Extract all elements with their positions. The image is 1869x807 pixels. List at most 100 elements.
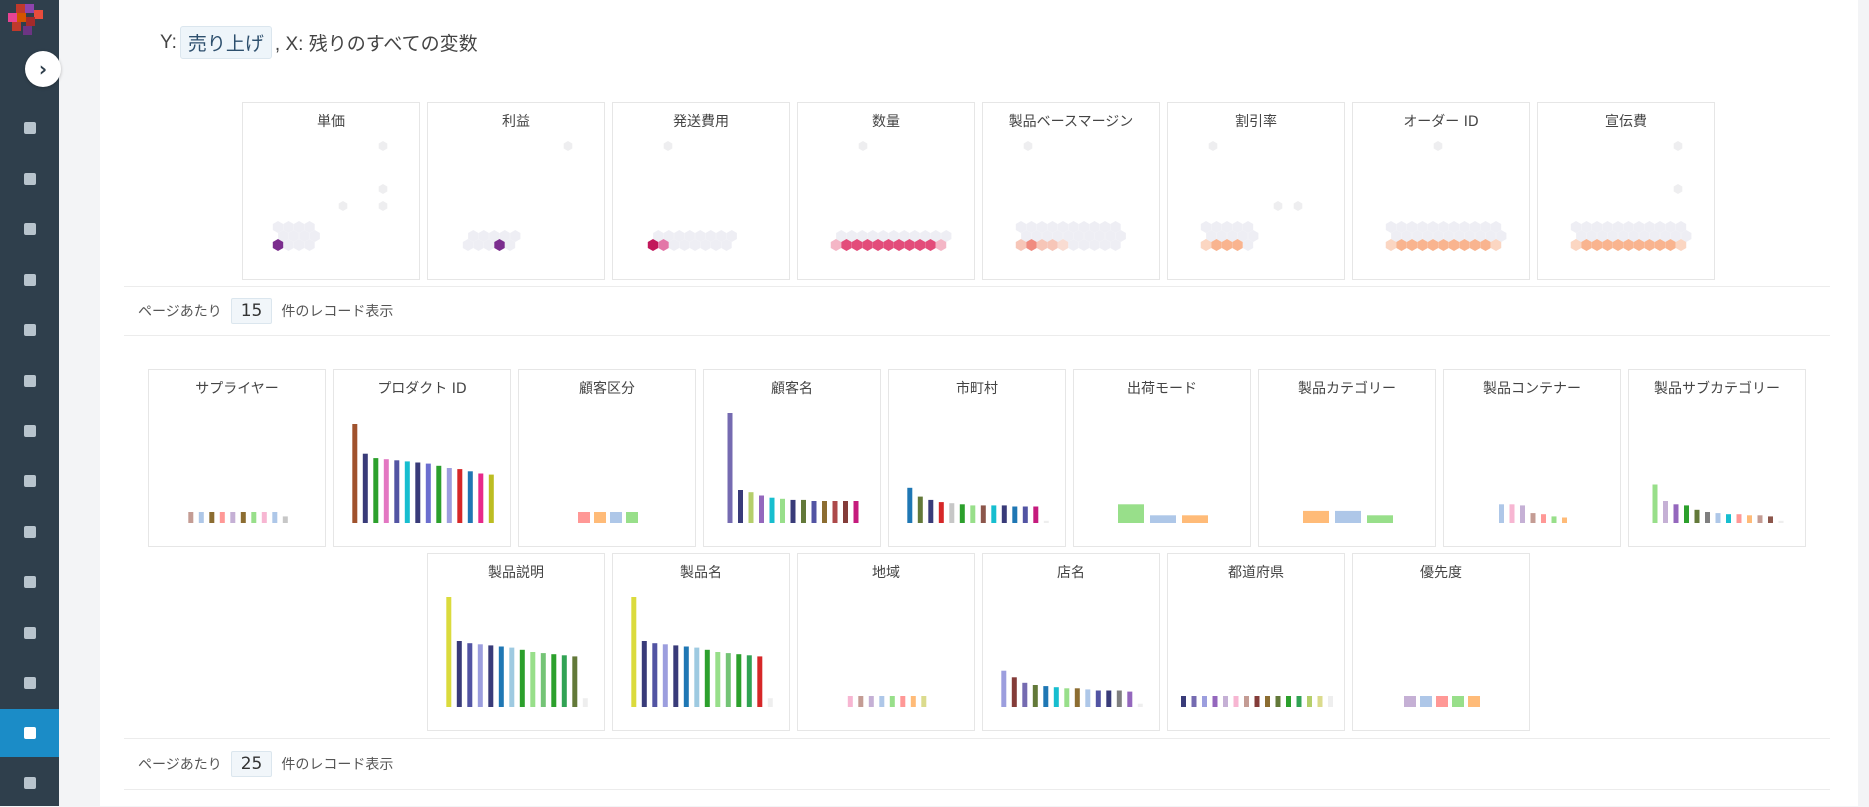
hex-bin bbox=[1665, 239, 1676, 251]
sidebar-item-folder[interactable] bbox=[0, 155, 59, 203]
bar bbox=[1335, 510, 1361, 523]
bar bbox=[1001, 670, 1007, 707]
bar bbox=[662, 644, 668, 707]
hex-bin bbox=[1644, 221, 1655, 233]
bar-chart-card[interactable]: 製品カテゴリー bbox=[1258, 369, 1436, 547]
bar bbox=[917, 496, 923, 523]
sidebar-item-bar-chart[interactable] bbox=[0, 558, 59, 606]
hex-bin bbox=[1570, 239, 1582, 251]
bar bbox=[970, 505, 976, 523]
bar bbox=[582, 698, 588, 707]
hex-bin bbox=[1078, 221, 1090, 233]
bar-chart-card[interactable]: 顧客名 bbox=[703, 369, 881, 547]
hex-bin bbox=[494, 239, 505, 251]
bar-chart-card[interactable]: 顧客区分 bbox=[518, 369, 696, 547]
hex-bin bbox=[846, 230, 857, 242]
hex-bin bbox=[1612, 239, 1624, 251]
bar bbox=[1022, 506, 1028, 523]
bar bbox=[1223, 696, 1228, 707]
bar bbox=[240, 512, 246, 523]
bar bbox=[889, 696, 895, 707]
chart-title: 出荷モード bbox=[1127, 381, 1197, 397]
bar bbox=[980, 505, 986, 523]
hex-bin bbox=[1673, 141, 1683, 151]
hexbin-card[interactable]: 製品ベースマージン bbox=[982, 102, 1160, 280]
hexbin-card[interactable]: 発送費用 bbox=[612, 102, 790, 280]
bar bbox=[1673, 504, 1679, 523]
sidebar-item-gauge[interactable] bbox=[0, 256, 59, 304]
bar bbox=[1705, 512, 1710, 523]
bar-chart-card[interactable]: 製品名 bbox=[612, 553, 790, 731]
y-variable-chip[interactable]: 売り上げ bbox=[179, 26, 272, 59]
bar bbox=[694, 647, 700, 707]
bar bbox=[858, 696, 864, 707]
hex-bin bbox=[1660, 230, 1671, 242]
hexbin-card[interactable]: 宣伝費 bbox=[1537, 102, 1715, 280]
sidebar-toggle-button[interactable]: › bbox=[25, 51, 61, 87]
hex-bin bbox=[830, 239, 842, 251]
bar bbox=[209, 512, 215, 523]
sidebar-item-model[interactable] bbox=[0, 709, 59, 757]
hex-bin bbox=[1089, 239, 1100, 251]
bar-chart-card[interactable]: 優先度 bbox=[1352, 553, 1530, 731]
hex-bin bbox=[1433, 141, 1443, 151]
chart-plot bbox=[272, 141, 388, 251]
bar bbox=[910, 696, 916, 707]
bar bbox=[1520, 505, 1525, 523]
bar bbox=[1468, 696, 1480, 707]
bar bbox=[1747, 515, 1752, 523]
chart-plot bbox=[1303, 510, 1393, 523]
hex-bin bbox=[1628, 230, 1639, 242]
bar bbox=[404, 461, 410, 523]
records-per-page-input[interactable]: 25 bbox=[230, 751, 273, 777]
sidebar-item-camera-folder[interactable] bbox=[0, 205, 59, 253]
hex-bin bbox=[1633, 239, 1645, 251]
hex-bin bbox=[1073, 230, 1084, 242]
hex-bin bbox=[1673, 184, 1683, 194]
hexbin-card[interactable]: 単価 bbox=[242, 102, 420, 280]
chart-title: 製品名 bbox=[680, 565, 722, 581]
bar bbox=[1202, 696, 1207, 707]
sidebar-item-transform[interactable] bbox=[0, 457, 59, 505]
chart-plot bbox=[1499, 504, 1567, 523]
bar-chart-card[interactable]: 市町村 bbox=[888, 369, 1066, 547]
bar bbox=[1530, 513, 1536, 523]
hexbin-card[interactable]: 割引率 bbox=[1167, 102, 1345, 280]
sidebar-item-grid[interactable] bbox=[0, 508, 59, 556]
chart-title: 優先度 bbox=[1420, 565, 1462, 581]
bar bbox=[801, 499, 806, 523]
sidebar-item-scatter[interactable] bbox=[0, 609, 59, 657]
bar-chart-card[interactable]: 出荷モード bbox=[1073, 369, 1251, 547]
hex-bin bbox=[1459, 239, 1470, 251]
bar bbox=[1265, 696, 1270, 707]
bar-chart-card[interactable]: 地域 bbox=[797, 553, 975, 731]
hex-bin bbox=[1406, 221, 1418, 233]
sidebar-item-book[interactable] bbox=[0, 104, 59, 152]
chart-plot bbox=[1118, 504, 1208, 523]
hexbin-card[interactable]: オーダー ID bbox=[1352, 102, 1530, 280]
hex-bin bbox=[1211, 221, 1222, 233]
hex-bin bbox=[304, 221, 315, 233]
hexbin-card[interactable]: 利益 bbox=[427, 102, 605, 280]
hex-bin bbox=[689, 239, 701, 251]
bar-chart-card[interactable]: 店名 bbox=[982, 553, 1160, 731]
bar-chart-card[interactable]: 製品説明 bbox=[427, 553, 605, 731]
hexbin-card[interactable]: 数量 bbox=[797, 102, 975, 280]
sidebar-item-dashboard[interactable] bbox=[0, 306, 59, 354]
sidebar-item-network[interactable] bbox=[0, 659, 59, 707]
hex-bin bbox=[1248, 230, 1259, 242]
bar-chart-card[interactable]: プロダクト ID bbox=[333, 369, 511, 547]
bar-chart-card[interactable]: 製品サブカテゴリー bbox=[1628, 369, 1806, 547]
bar-chart-card[interactable]: サプライヤー bbox=[148, 369, 326, 547]
bar-chart-card[interactable]: 製品コンテナー bbox=[1443, 369, 1621, 547]
hex-bin bbox=[888, 230, 899, 242]
sidebar-item-list[interactable] bbox=[0, 759, 59, 807]
camera-folder-icon bbox=[23, 223, 36, 235]
bar-chart-card[interactable]: 都道府県 bbox=[1167, 553, 1345, 731]
sidebar-item-flow[interactable] bbox=[0, 357, 59, 405]
records-per-page-input[interactable]: 15 bbox=[230, 298, 273, 324]
bar bbox=[1244, 696, 1249, 707]
sidebar-item-share[interactable] bbox=[0, 407, 59, 455]
logo bbox=[8, 4, 48, 40]
chart-title: 製品サブカテゴリー bbox=[1654, 381, 1780, 397]
